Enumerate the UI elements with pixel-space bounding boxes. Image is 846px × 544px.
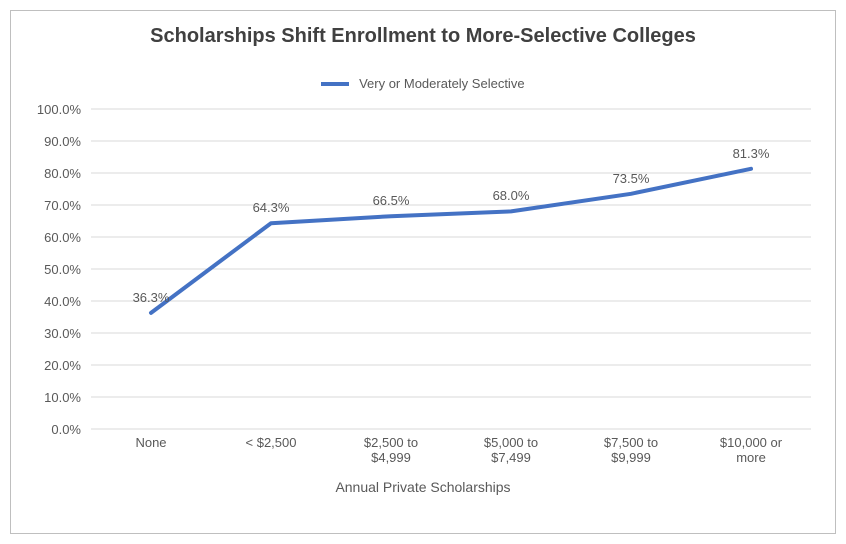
y-tick-label: 70.0% xyxy=(44,198,81,213)
data-label: 36.3% xyxy=(133,290,170,305)
x-tick-label: $2,500 to $4,999 xyxy=(331,435,451,465)
data-label: 66.5% xyxy=(373,193,410,208)
x-tick-label: None xyxy=(91,435,211,450)
y-tick-label: 10.0% xyxy=(44,390,81,405)
y-tick-label: 80.0% xyxy=(44,166,81,181)
x-tick-label: $7,500 to $9,999 xyxy=(571,435,691,465)
x-tick-label: $5,000 to $7,499 xyxy=(451,435,571,465)
y-tick-label: 40.0% xyxy=(44,294,81,309)
chart-frame: Scholarships Shift Enrollment to More-Se… xyxy=(10,10,836,534)
data-label: 81.3% xyxy=(733,146,770,161)
plot-svg xyxy=(91,109,811,429)
chart-title: Scholarships Shift Enrollment to More-Se… xyxy=(11,25,835,48)
y-tick-label: 30.0% xyxy=(44,326,81,341)
y-tick-label: 60.0% xyxy=(44,230,81,245)
legend-swatch xyxy=(321,82,349,86)
x-axis-title: Annual Private Scholarships xyxy=(11,479,835,495)
legend: Very or Moderately Selective xyxy=(11,75,835,91)
plot-area xyxy=(91,109,811,429)
data-label: 68.0% xyxy=(493,188,530,203)
y-tick-label: 20.0% xyxy=(44,358,81,373)
data-label: 73.5% xyxy=(613,171,650,186)
data-label: 64.3% xyxy=(253,200,290,215)
x-tick-label: $10,000 or more xyxy=(691,435,811,465)
y-tick-label: 90.0% xyxy=(44,134,81,149)
y-tick-label: 50.0% xyxy=(44,262,81,277)
legend-label: Very or Moderately Selective xyxy=(359,76,524,91)
y-tick-label: 0.0% xyxy=(51,422,81,437)
x-tick-label: < $2,500 xyxy=(211,435,331,450)
y-tick-label: 100.0% xyxy=(37,102,81,117)
